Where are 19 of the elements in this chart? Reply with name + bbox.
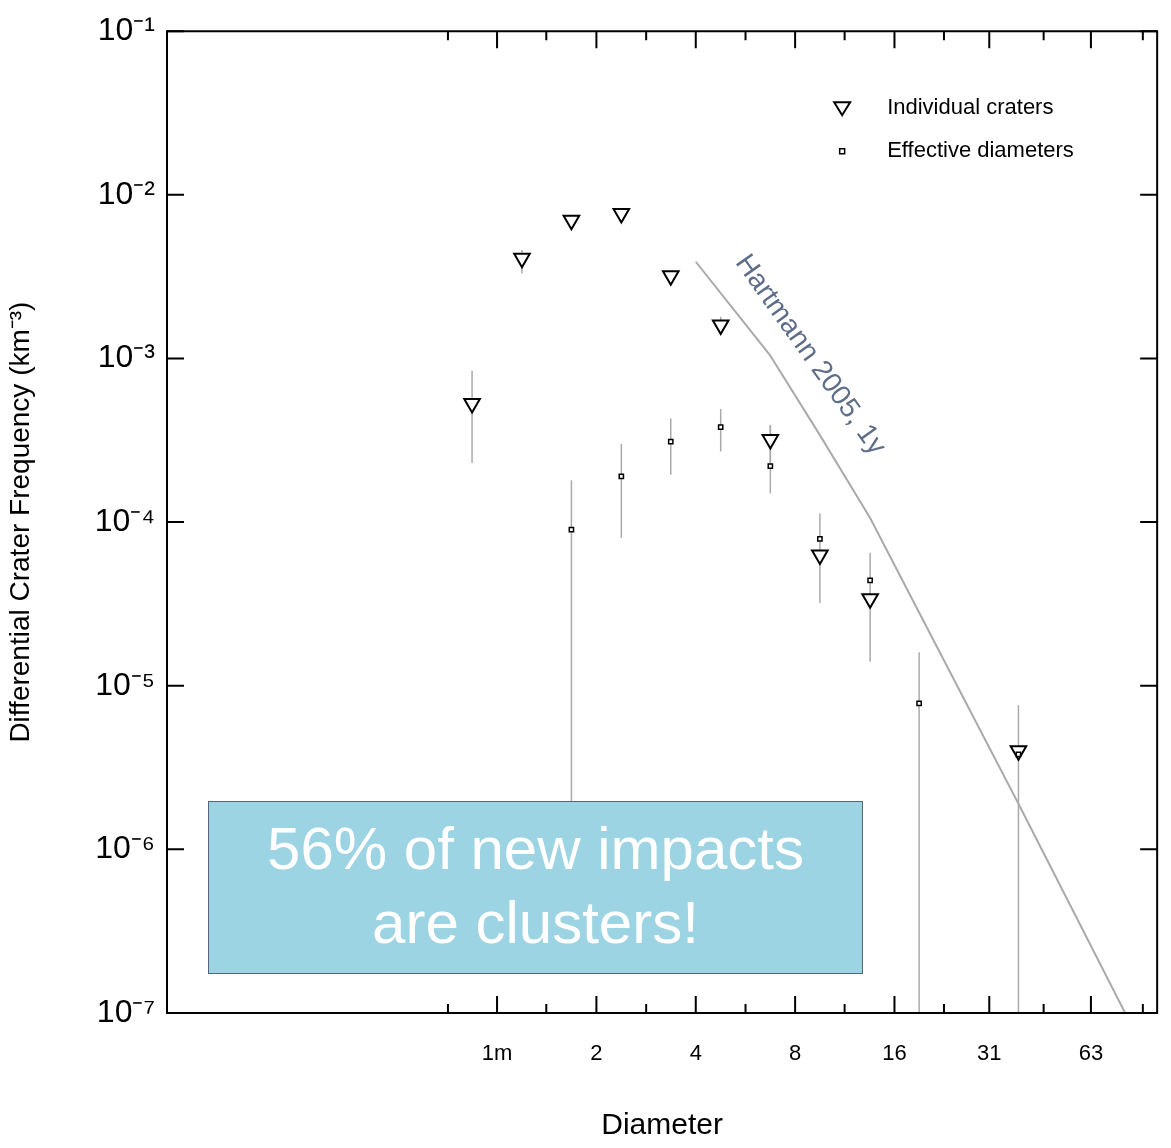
y-tick-label: 10⁻² [97,174,156,211]
x-tick-label: 1m [481,1040,513,1066]
y-axis-title: Differential Crater Frequency (km⁻³) [3,301,35,743]
y-tick-label: 10⁻⁵ [95,665,155,702]
legend-label: Individual craters [887,94,1054,120]
x-tick-label: 4 [689,1040,702,1066]
y-tick-label: 10⁻¹ [97,11,155,48]
x-tick-label: 31 [977,1040,1002,1066]
x-tick-label: 63 [1078,1040,1104,1066]
y-tick-label: 10⁻⁷ [96,992,155,1029]
y-tick-label: 10⁻⁶ [95,829,155,866]
legend-label: Effective diameters [887,137,1074,163]
x-tick-label: 2 [590,1040,603,1066]
y-tick-label: 10⁻⁴ [94,501,155,538]
annotation: 56% of new impacts are clusters! [266,814,805,958]
y-tick-label: 10⁻³ [97,338,156,375]
x-tick-label: 16 [882,1040,907,1066]
x-axis-title: Diameter [601,1107,723,1141]
x-tick-label: 8 [788,1040,802,1066]
